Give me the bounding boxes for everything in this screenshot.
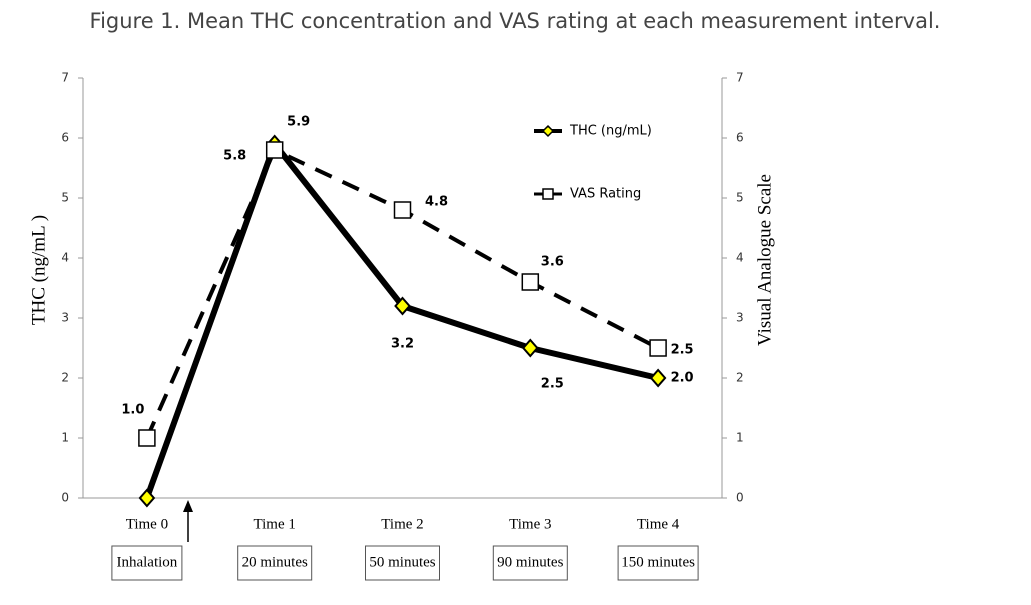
note-box <box>111 545 183 581</box>
y-tick-label: 3 <box>61 311 69 325</box>
marker <box>521 338 539 358</box>
category-note: 150 minutes <box>621 554 695 570</box>
y2-tick-label: 0 <box>736 491 744 505</box>
chart-title: Figure 1. Mean THC concentration and VAS… <box>90 9 941 33</box>
x-tick-label: Time 2 <box>381 516 423 532</box>
arrow-head <box>183 500 193 512</box>
legend-marker <box>542 188 554 200</box>
data-label: 5.9 <box>287 115 310 130</box>
category-note: Inhalation <box>116 554 177 570</box>
note-box <box>237 545 313 581</box>
x-tick-label: Time 0 <box>126 516 168 532</box>
note-box <box>617 545 699 581</box>
y2-tick-label: 3 <box>736 311 744 325</box>
y2-axis-label: Visual Analogue Scale <box>754 174 775 346</box>
y2-tick-label: 7 <box>736 71 744 85</box>
legend-marker <box>541 124 555 138</box>
marker <box>138 488 156 508</box>
legend-label: THC (ng/mL) <box>569 124 652 139</box>
category-note: 90 minutes <box>497 554 563 570</box>
note-box <box>365 545 440 581</box>
marker <box>649 339 667 357</box>
data-label: 5.8 <box>223 149 246 164</box>
y-tick-label: 1 <box>61 431 69 445</box>
category-note: 50 minutes <box>369 554 435 570</box>
y2-tick-label: 5 <box>736 191 744 205</box>
y-tick-label: 5 <box>61 191 69 205</box>
y-tick-label: 2 <box>61 371 69 385</box>
y-axis-label: THC (ng/mL ) <box>28 215 49 325</box>
x-tick-label: Time 3 <box>509 516 551 532</box>
y-tick-label: 7 <box>61 71 69 85</box>
legend-label: VAS Rating <box>570 187 641 202</box>
data-label: 4.8 <box>425 195 448 210</box>
y2-tick-label: 2 <box>736 371 744 385</box>
y2-tick-label: 1 <box>736 431 744 445</box>
data-label: 3.2 <box>391 337 414 352</box>
marker <box>394 296 411 316</box>
data-label: 2.0 <box>671 371 694 386</box>
marker <box>138 429 156 447</box>
y-tick-label: 6 <box>61 131 69 145</box>
data-label: 2.5 <box>541 377 564 392</box>
marker <box>649 368 667 388</box>
data-label: 3.6 <box>541 255 564 270</box>
marker <box>393 201 412 219</box>
y-tick-label: 4 <box>61 251 69 265</box>
category-note: 20 minutes <box>242 554 308 570</box>
x-tick-label: Time 4 <box>637 516 680 532</box>
y2-tick-label: 4 <box>736 251 744 265</box>
y2-tick-label: 6 <box>736 131 744 145</box>
marker <box>521 273 540 291</box>
note-box <box>492 545 568 581</box>
data-label: 1.0 <box>121 403 144 418</box>
y-tick-label: 0 <box>61 491 69 505</box>
marker <box>265 141 284 159</box>
x-tick-label: Time 1 <box>254 516 296 532</box>
data-label: 2.5 <box>671 343 694 358</box>
